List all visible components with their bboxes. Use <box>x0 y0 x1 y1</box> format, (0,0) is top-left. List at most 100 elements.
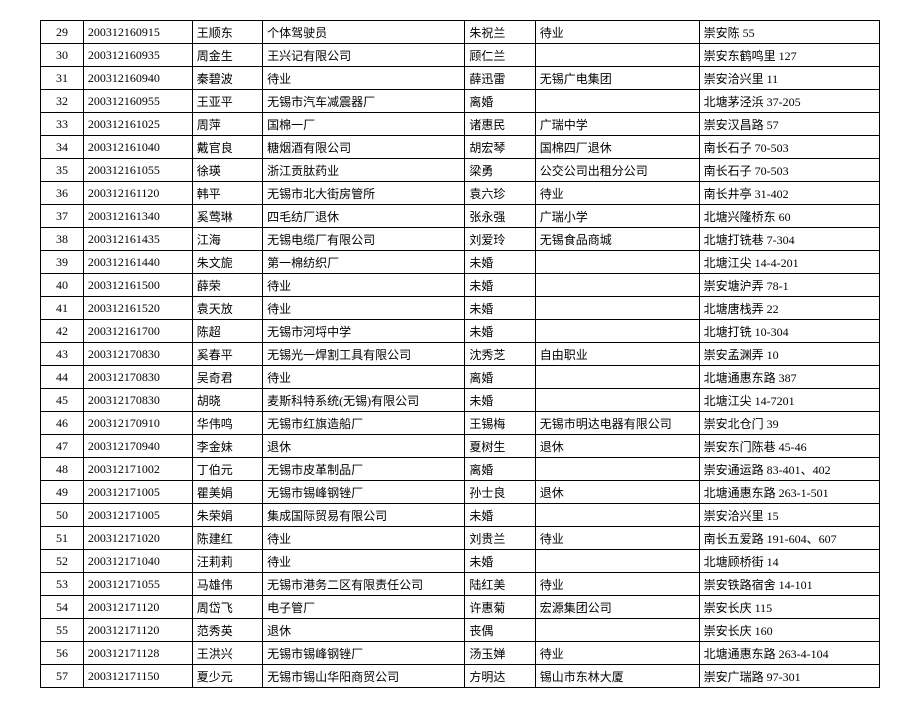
table-cell: 退休 <box>535 435 699 458</box>
table-cell: 北塘唐栈弄 22 <box>699 297 879 320</box>
table-cell: 待业 <box>263 550 465 573</box>
table-cell: 200312171120 <box>83 619 192 642</box>
table-cell: 袁六珍 <box>465 182 535 205</box>
table-cell: 薛荣 <box>192 274 262 297</box>
table-cell <box>535 274 699 297</box>
table-cell: 戴官良 <box>192 136 262 159</box>
table-cell: 麦斯科特系统(无锡)有限公司 <box>263 389 465 412</box>
table-cell: 54 <box>41 596 84 619</box>
table-cell: 200312170940 <box>83 435 192 458</box>
table-cell: 无锡市港务二区有限责任公司 <box>263 573 465 596</box>
table-row: 55200312171120范秀英退休丧偶崇安长庆 160 <box>41 619 880 642</box>
table-row: 51200312171020陈建红待业刘贵兰待业南长五爱路 191-604、60… <box>41 527 880 550</box>
table-cell: 无锡广电集团 <box>535 67 699 90</box>
table-cell: 45 <box>41 389 84 412</box>
table-cell: 胡晓 <box>192 389 262 412</box>
table-cell: 退休 <box>263 619 465 642</box>
table-cell: 待业 <box>263 366 465 389</box>
table-cell: 待业 <box>535 573 699 596</box>
table-cell: 朱文旎 <box>192 251 262 274</box>
table-cell: 无锡市锡山华阳商贸公司 <box>263 665 465 688</box>
table-cell: 汤玉婵 <box>465 642 535 665</box>
table-cell: 秦碧波 <box>192 67 262 90</box>
table-cell: 200312161440 <box>83 251 192 274</box>
table-cell: 44 <box>41 366 84 389</box>
table-cell: 崇安铁路宿舍 14-101 <box>699 573 879 596</box>
table-cell: 崇安孟渊弄 10 <box>699 343 879 366</box>
table-cell <box>535 44 699 67</box>
table-cell: 55 <box>41 619 84 642</box>
table-row: 48200312171002丁伯元无锡市皮革制品厂离婚崇安通运路 83-401、… <box>41 458 880 481</box>
table-cell: 200312161700 <box>83 320 192 343</box>
table-cell: 51 <box>41 527 84 550</box>
table-cell: 集成国际贸易有限公司 <box>263 504 465 527</box>
table-cell: 退休 <box>263 435 465 458</box>
table-cell: 刘爱玲 <box>465 228 535 251</box>
table-row: 56200312171128王洪兴无锡市锡峰钢锉厂汤玉婵待业北塘通惠东路 263… <box>41 642 880 665</box>
table-cell: 38 <box>41 228 84 251</box>
table-cell: 未婚 <box>465 550 535 573</box>
table-cell: 吴奇君 <box>192 366 262 389</box>
table-row: 47200312170940李金妹退休夏树生退休崇安东门陈巷 45-46 <box>41 435 880 458</box>
table-cell: 待业 <box>535 182 699 205</box>
table-row: 32200312160955王亚平无锡市汽车减震器厂离婚北塘茅泾浜 37-205 <box>41 90 880 113</box>
table-cell: 34 <box>41 136 84 159</box>
table-cell: 200312161025 <box>83 113 192 136</box>
table-cell: 奚春平 <box>192 343 262 366</box>
table-cell: 200312161340 <box>83 205 192 228</box>
table-cell: 崇安长庆 115 <box>699 596 879 619</box>
table-cell: 沈秀芝 <box>465 343 535 366</box>
table-cell: 袁天放 <box>192 297 262 320</box>
table-cell: 无锡市河埒中学 <box>263 320 465 343</box>
table-cell: 诸惠民 <box>465 113 535 136</box>
table-cell: 无锡光一焊割工具有限公司 <box>263 343 465 366</box>
table-cell: 韩平 <box>192 182 262 205</box>
table-cell: 锡山市东林大厦 <box>535 665 699 688</box>
table-cell: 无锡市皮革制品厂 <box>263 458 465 481</box>
table-cell: 200312160940 <box>83 67 192 90</box>
table-cell: 崇安广瑞路 97-301 <box>699 665 879 688</box>
table-cell: 待业 <box>263 67 465 90</box>
table-cell: 徐瑛 <box>192 159 262 182</box>
table-cell: 41 <box>41 297 84 320</box>
table-cell: 56 <box>41 642 84 665</box>
table-cell: 无锡食品商城 <box>535 228 699 251</box>
table-cell <box>535 297 699 320</box>
table-row: 34200312161040戴官良糖烟酒有限公司胡宏琴国棉四厂退休南长石子 70… <box>41 136 880 159</box>
table-cell: 待业 <box>263 274 465 297</box>
table-cell: 北塘通惠东路 263-1-501 <box>699 481 879 504</box>
table-cell: 朱祝兰 <box>465 21 535 44</box>
table-cell <box>535 320 699 343</box>
table-cell: 崇安东鹤鸣里 127 <box>699 44 879 67</box>
table-cell: 无锡市锡峰钢锉厂 <box>263 642 465 665</box>
table-cell: 未婚 <box>465 274 535 297</box>
table-row: 57200312171150夏少元无锡市锡山华阳商贸公司方明达锡山市东林大厦崇安… <box>41 665 880 688</box>
table-row: 31200312160940秦碧波待业薛迅雷无锡广电集团崇安洽兴里 11 <box>41 67 880 90</box>
table-cell: 57 <box>41 665 84 688</box>
table-cell: 许惠菊 <box>465 596 535 619</box>
table-cell: 王兴记有限公司 <box>263 44 465 67</box>
table-cell: 崇安洽兴里 15 <box>699 504 879 527</box>
table-cell: 崇安陈 55 <box>699 21 879 44</box>
table-cell: 53 <box>41 573 84 596</box>
table-cell: 南长井亭 31-402 <box>699 182 879 205</box>
table-row: 37200312161340奚莺琳四毛纺厂退休张永强广瑞小学北塘兴隆桥东 60 <box>41 205 880 228</box>
table-row: 49200312171005瞿美娟无锡市锡峰钢锉厂孙士良退休北塘通惠东路 263… <box>41 481 880 504</box>
table-row: 50200312171005朱荣娟集成国际贸易有限公司未婚崇安洽兴里 15 <box>41 504 880 527</box>
table-cell: 北塘通惠东路 387 <box>699 366 879 389</box>
table-cell: 孙士良 <box>465 481 535 504</box>
table-row: 40200312161500薛荣待业未婚崇安塘沪弄 78-1 <box>41 274 880 297</box>
table-cell: 200312170830 <box>83 389 192 412</box>
table-cell: 四毛纺厂退休 <box>263 205 465 228</box>
table-cell: 王亚平 <box>192 90 262 113</box>
table-cell: 崇安塘沪弄 78-1 <box>699 274 879 297</box>
table-cell: 48 <box>41 458 84 481</box>
table-cell: 北塘江尖 14-4-201 <box>699 251 879 274</box>
table-row: 33200312161025周萍国棉一厂诸惠民广瑞中学崇安汉昌路 57 <box>41 113 880 136</box>
table-cell: 北塘通惠东路 263-4-104 <box>699 642 879 665</box>
table-cell: 200312160915 <box>83 21 192 44</box>
table-cell: 汪莉莉 <box>192 550 262 573</box>
table-cell <box>535 619 699 642</box>
table-cell: 无锡电缆厂有限公司 <box>263 228 465 251</box>
table-cell <box>535 366 699 389</box>
